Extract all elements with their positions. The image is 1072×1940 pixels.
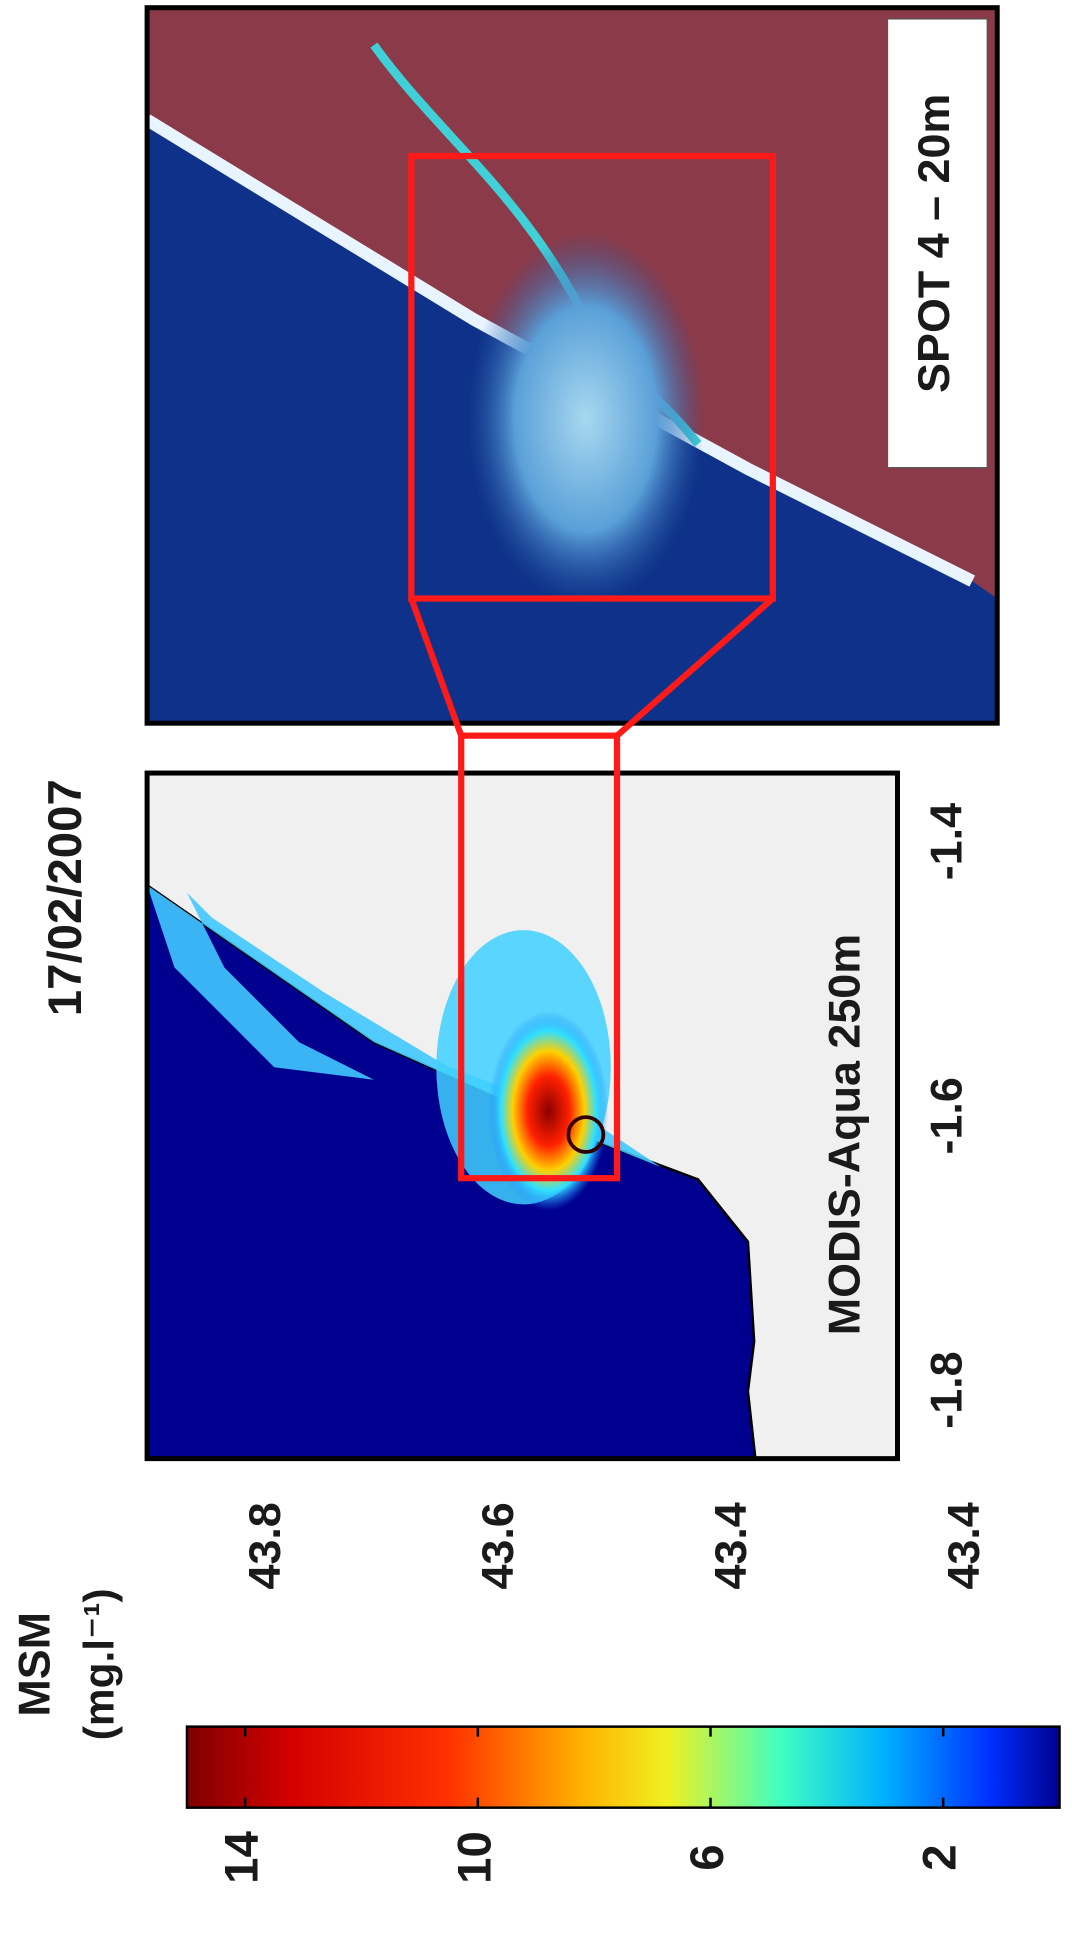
y-tick-label: 43.4 <box>705 1502 756 1589</box>
spot-label: SPOT 4 – 20m <box>908 94 959 393</box>
colorbar <box>185 1725 1061 1809</box>
colorbar-tick-label: 10 <box>448 1831 501 1884</box>
zoom-line <box>408 597 465 737</box>
title: 17/02/2007 <box>39 779 92 1016</box>
y-tick-label: 43.8 <box>239 1502 290 1589</box>
zoom-box-modis <box>458 732 621 1182</box>
zoom-line <box>614 596 775 738</box>
colorbar-tick-label: 14 <box>216 1831 269 1884</box>
modis-frame <box>144 770 900 1462</box>
x-tick-label: -1.6 <box>921 1077 972 1154</box>
colorbar-unit: (mg.l⁻¹) <box>75 1588 122 1740</box>
spot-frame <box>144 5 1000 726</box>
modis-map <box>147 773 898 1459</box>
zoom-box-spot <box>408 152 776 602</box>
x-tick-label: -1.8 <box>921 1351 972 1428</box>
colorbar-label: MSM <box>8 1612 59 1717</box>
colorbar-tick-label: 2 <box>914 1844 967 1870</box>
landscape-frame: 17/02/2007 MODIS-Aqua 250m SPOT 4 – 20m … <box>8 5 1061 1884</box>
modis-label: MODIS-Aqua 250m <box>818 934 869 1335</box>
y-tick-label: 43.6 <box>472 1502 523 1589</box>
x-tick-label: -1.4 <box>921 803 972 880</box>
colorbar-tick-label: 6 <box>681 1844 734 1870</box>
y-tick-label: 43.4 <box>938 1502 989 1589</box>
spot-image <box>147 7 998 724</box>
